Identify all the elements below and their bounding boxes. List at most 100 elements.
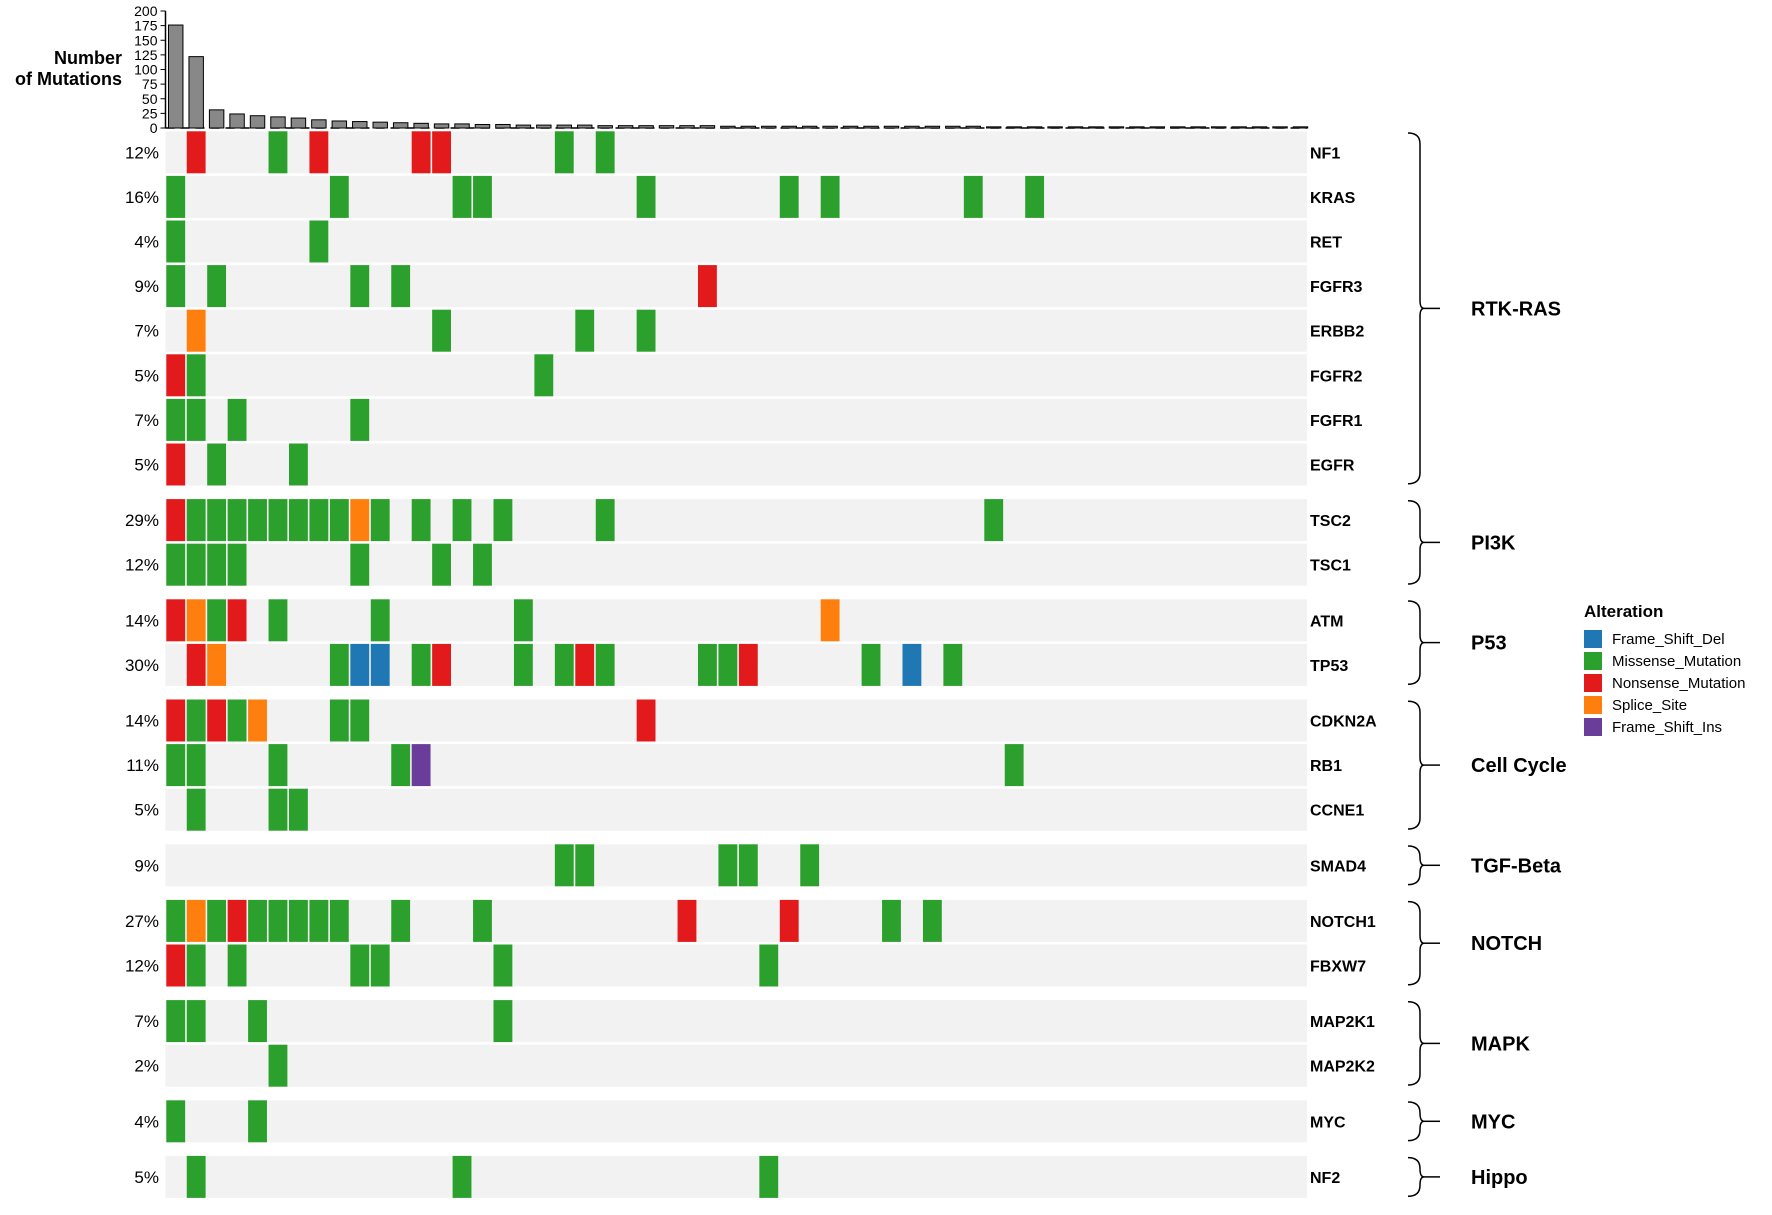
alteration-cell	[575, 844, 595, 887]
alteration-cell	[1025, 175, 1045, 218]
alteration-cell	[350, 543, 370, 586]
alteration-cell	[329, 899, 349, 942]
alteration-cell	[186, 354, 206, 397]
alteration-cell	[779, 899, 799, 942]
mutation-count-bar	[229, 113, 245, 129]
pathway-label: MYC	[1471, 1111, 1515, 1133]
barplot-ytick-label: 125	[134, 47, 158, 63]
barplot-ytick-label: 25	[142, 105, 158, 121]
mutation-count-bar	[433, 123, 450, 129]
gene-name-label: NF2	[1310, 1170, 1340, 1187]
alteration-cell	[166, 265, 186, 308]
alteration-cell	[207, 599, 227, 642]
alteration-cell	[329, 699, 349, 742]
mutation-count-bar	[372, 121, 388, 129]
alteration-cell	[882, 899, 901, 942]
alteration-cell	[432, 309, 451, 352]
alteration-cell	[309, 220, 329, 263]
track-background	[165, 220, 1307, 263]
gene-name-label: MAP2K2	[1310, 1059, 1375, 1076]
alteration-cell	[166, 699, 186, 742]
gene-name-label: NF1	[1310, 145, 1340, 162]
alteration-cell	[227, 599, 247, 642]
mutation-count-bar	[658, 125, 675, 129]
mutation-count-bar	[801, 125, 818, 129]
barplot-ytick-label: 200	[134, 3, 158, 19]
alteration-cell	[370, 599, 390, 642]
alteration-cell	[554, 844, 574, 887]
mutation-count-bar	[822, 125, 838, 129]
alteration-cell	[186, 1155, 206, 1198]
alteration-cell	[186, 543, 206, 586]
alteration-cell	[493, 944, 513, 987]
alteration-cell	[268, 131, 288, 174]
alteration-cell	[432, 543, 451, 586]
alteration-cell	[575, 643, 595, 686]
alteration-cell	[350, 944, 370, 987]
mutation-count-bar	[1088, 126, 1104, 129]
alteration-cell	[820, 599, 840, 642]
gene-percent-label: 4%	[134, 233, 159, 252]
alteration-cell	[166, 220, 186, 263]
alteration-cell	[227, 499, 247, 542]
alteration-cell	[166, 944, 186, 987]
gene-percent-label: 12%	[125, 556, 159, 575]
gene-percent-label: 27%	[125, 912, 159, 931]
alteration-cell	[370, 944, 390, 987]
mutation-count-bar	[904, 125, 920, 129]
alteration-cell	[207, 265, 227, 308]
track-background	[165, 1044, 1307, 1087]
alteration-cell	[207, 899, 227, 942]
alteration-cell	[268, 599, 288, 642]
legend-swatch	[1584, 630, 1602, 648]
legend-item-label: Splice_Site	[1612, 697, 1687, 714]
alteration-cell	[698, 265, 717, 308]
gene-name-label: NOTCH1	[1310, 914, 1376, 931]
alteration-cell	[166, 744, 186, 787]
alteration-cell	[452, 499, 472, 542]
gene-percent-label: 7%	[134, 411, 159, 430]
alteration-cell	[289, 443, 308, 486]
track-background	[165, 543, 1307, 586]
mutation-count-bar	[556, 124, 572, 129]
alteration-cell	[248, 1000, 267, 1043]
gene-name-label: TSC1	[1310, 558, 1351, 575]
alteration-cell	[166, 398, 186, 441]
alteration-cell	[820, 175, 840, 218]
alteration-cell	[268, 499, 288, 542]
mutation-count-bar	[208, 109, 225, 129]
alteration-cell	[186, 699, 206, 742]
alteration-cell	[186, 599, 206, 642]
pathway-bracket	[1407, 1001, 1425, 1086]
alteration-cell	[207, 643, 227, 686]
track-background	[165, 443, 1307, 486]
gene-name-label: FBXW7	[1310, 959, 1366, 976]
alteration-cell	[166, 899, 186, 942]
pathway-bracket	[1407, 845, 1425, 886]
gene-name-label: FGFR3	[1310, 279, 1363, 296]
legend-item-label: Nonsense_Mutation	[1612, 675, 1745, 692]
mutation-count-bar	[617, 125, 634, 129]
legend-swatch	[1584, 696, 1602, 714]
alteration-cell	[309, 131, 329, 174]
mutation-count-bar	[720, 125, 736, 129]
mutation-count-bar	[1108, 126, 1125, 129]
mutation-count-bar	[761, 125, 777, 129]
mutation-count-bar	[1149, 126, 1166, 129]
alteration-cell	[309, 499, 329, 542]
gene-percent-label: 29%	[125, 511, 159, 530]
alteration-cell	[534, 354, 554, 397]
gene-name-label: RB1	[1310, 758, 1342, 775]
mutation-count-bar	[1251, 126, 1268, 129]
alteration-cell	[391, 265, 411, 308]
mutation-count-bar	[188, 56, 204, 129]
pathway-label: PI3K	[1471, 532, 1516, 554]
mutation-count-bar	[1129, 126, 1145, 129]
mutation-count-bar	[536, 124, 552, 129]
alteration-cell	[779, 175, 799, 218]
gene-name-label: SMAD4	[1310, 858, 1366, 875]
mutation-count-bar	[270, 116, 286, 129]
gene-percent-label: 5%	[134, 456, 159, 475]
pathway-label: NOTCH	[1471, 933, 1542, 955]
